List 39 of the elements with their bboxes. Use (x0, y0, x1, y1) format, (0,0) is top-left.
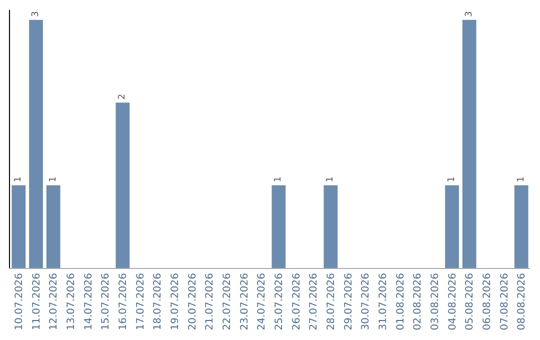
x-tick-label: 14.07.2026 (83, 273, 94, 330)
x-tick-label: 24.07.2026 (256, 273, 268, 330)
x-tick-label: 30.07.2026 (360, 273, 372, 330)
x-tick-label: 21.07.2026 (204, 273, 216, 330)
x-tick-label: 10.07.2026 (14, 273, 25, 330)
x-tick-label: 28.07.2026 (326, 273, 337, 330)
x-tick-label: 11.07.2026 (31, 273, 42, 330)
x-tick-label: 15.07.2026 (100, 273, 112, 330)
x-tick-label: 06.08.2026 (482, 273, 493, 330)
x-tick-label: 22.07.2026 (222, 273, 233, 330)
x-tick-label: 05.08.2026 (464, 273, 476, 330)
data-label: 3 (464, 11, 474, 17)
x-tick-label: 29.07.2026 (343, 273, 354, 330)
x-tick-label: 26.07.2026 (291, 273, 302, 330)
data-label: 1 (326, 176, 336, 182)
data-label: 2 (118, 94, 128, 100)
x-tick-label: 23.07.2026 (239, 273, 250, 330)
x-tick-label: 19.07.2026 (170, 273, 181, 330)
x-tick-label: 20.07.2026 (187, 273, 198, 330)
x-tick-label: 02.08.2026 (412, 273, 424, 330)
x-tick-label: 16.07.2026 (118, 273, 129, 330)
x-tick-label: 25.07.2026 (274, 273, 285, 330)
x-tick-label: 18.07.2026 (152, 273, 164, 330)
data-label: 1 (48, 176, 58, 182)
data-label: 1 (14, 176, 24, 182)
x-tick-label: 31.07.2026 (378, 273, 389, 330)
x-tick-label: 13.07.2026 (66, 273, 77, 330)
x-tick-label: 07.08.2026 (499, 273, 510, 330)
x-tick-label: 27.07.2026 (308, 273, 320, 330)
x-tick-label: 03.08.2026 (430, 273, 441, 330)
data-label: 3 (31, 11, 41, 17)
data-label: 1 (516, 176, 526, 182)
x-tick-label: 12.07.2026 (48, 273, 60, 330)
data-label: 1 (274, 176, 284, 182)
x-tick-label: 17.07.2026 (135, 273, 146, 330)
data-label: 1 (447, 176, 457, 182)
x-tick-label: 01.08.2026 (395, 273, 406, 330)
x-tick-label: 08.08.2026 (516, 273, 528, 330)
x-tick-label: 04.08.2026 (447, 273, 458, 330)
